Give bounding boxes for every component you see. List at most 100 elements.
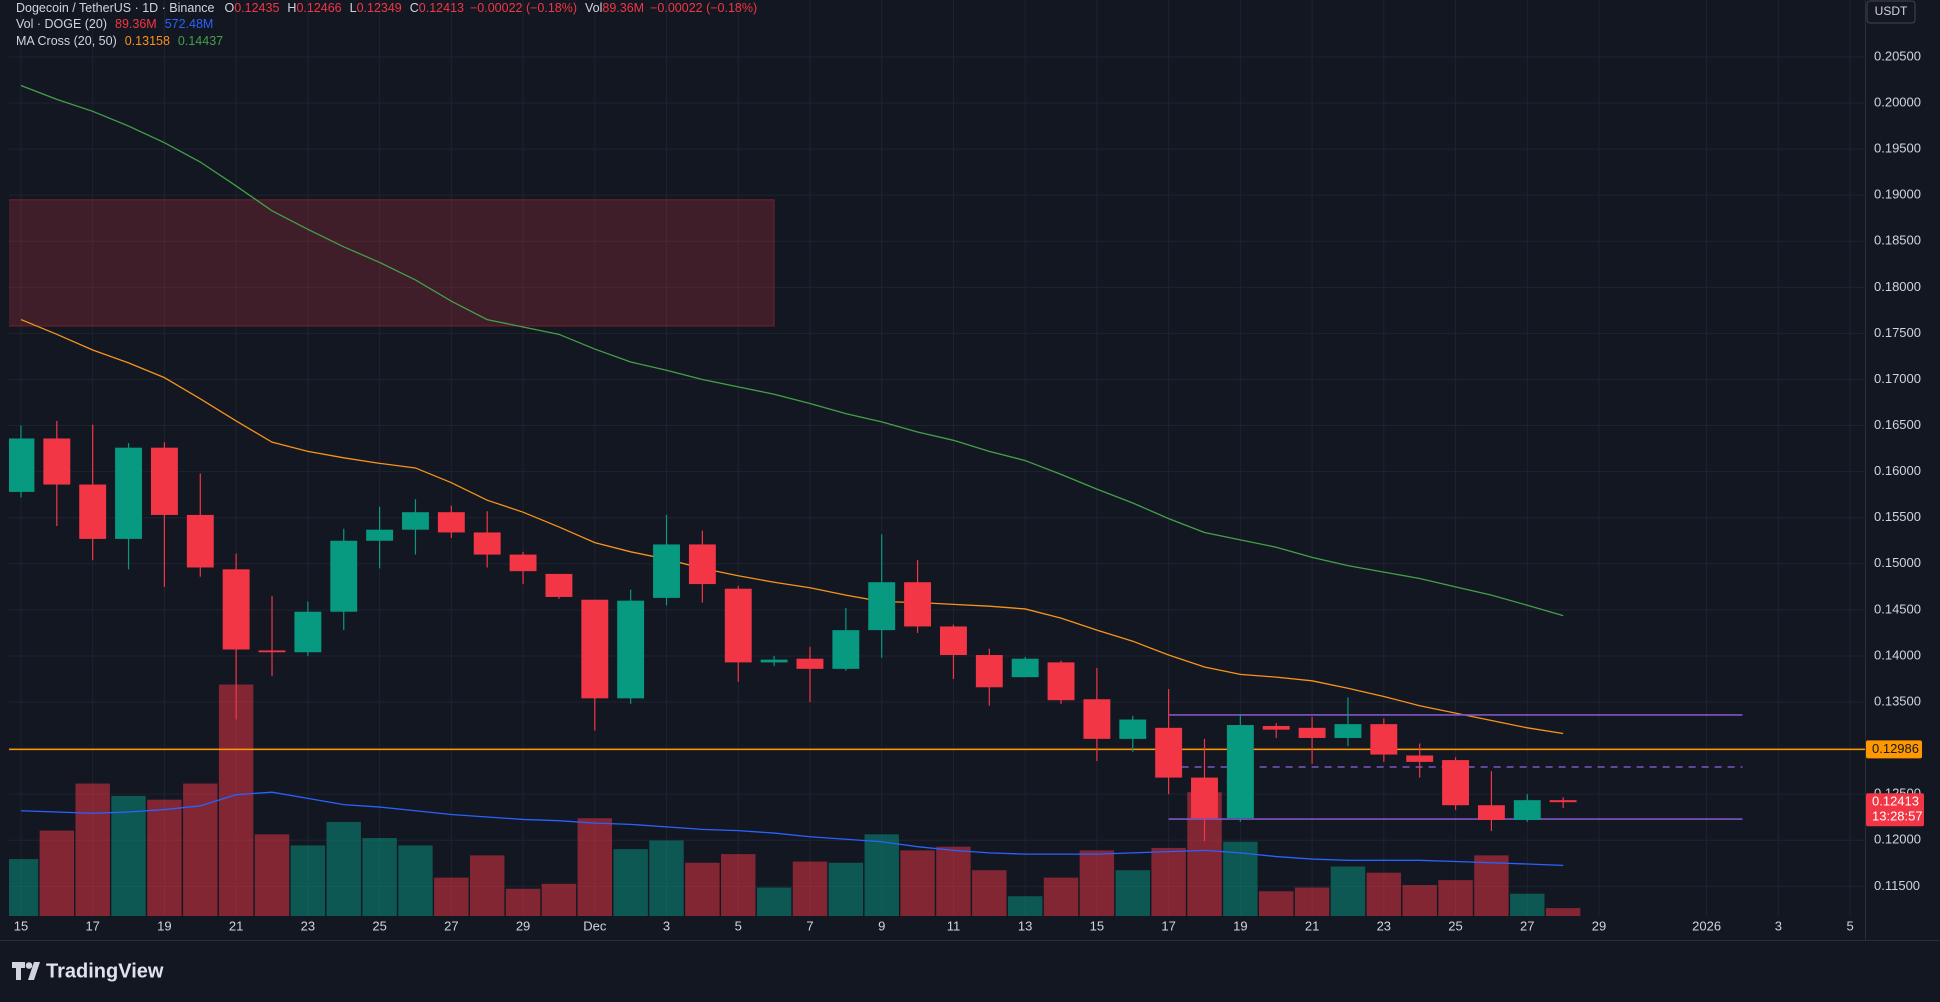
volume-bar (1115, 870, 1150, 916)
volume-bar (1151, 847, 1186, 916)
volume-bar (39, 830, 75, 916)
y-tick-label: 0.14500 (1874, 601, 1921, 616)
volume-bar (398, 845, 433, 916)
candle-body (1083, 699, 1111, 739)
candle-body (9, 438, 35, 492)
x-tick-label: 23 (301, 918, 315, 933)
candle-body (1011, 658, 1039, 678)
candle-body (545, 573, 573, 597)
axes: 0.115000.120000.125000.130000.135000.140… (14, 48, 1924, 933)
y-tick-label: 0.15000 (1874, 555, 1921, 570)
candle-body (760, 659, 788, 663)
ohlc-value: 0.12435 (234, 1, 279, 15)
currency-box: USDT (1866, 0, 1916, 24)
footer: TradingView (12, 960, 164, 982)
volume-bar (1545, 908, 1581, 916)
ohlc-key: H (287, 1, 296, 15)
volume-bar (469, 855, 505, 916)
x-tick-label: 21 (1305, 918, 1319, 933)
volume-bar (1079, 850, 1115, 916)
volume-bar (792, 861, 828, 916)
change: −0.00022 (−0.18%) (470, 1, 577, 15)
volume-bar (1366, 872, 1402, 916)
volume-bar (1510, 893, 1545, 916)
volume-bar (685, 862, 720, 916)
x-tick-label: 19 (157, 918, 171, 933)
volume-ma-line (20, 791, 1564, 867)
ma-cross-name: MA Cross (20, 50) (16, 34, 117, 48)
candle-body (975, 655, 1003, 688)
volume-bar (1330, 866, 1366, 916)
legend: Dogecoin / TetherUS · 1D · Binance O0.124… (16, 1, 757, 48)
candle-body (258, 650, 286, 653)
candle-body (473, 532, 501, 555)
candle-body (330, 540, 358, 612)
candle-body (904, 582, 932, 627)
ohlc-key: C (410, 1, 419, 15)
ohlc-value: 0.12413 (419, 1, 464, 15)
candle-body (1406, 755, 1434, 762)
x-tick-label: 5 (1846, 918, 1853, 933)
currency-frame (1866, 0, 1916, 24)
brand: TradingView (46, 960, 164, 982)
volume-bar (218, 684, 254, 916)
vol-ma-value: 572.48M (165, 17, 214, 31)
volume-bar (936, 846, 971, 916)
x-tick-label: Dec (583, 918, 607, 933)
candle-body (581, 599, 609, 699)
volume-bar (434, 877, 469, 916)
last-price-tag (1866, 793, 1924, 827)
volume-bar (505, 888, 541, 916)
x-tick-label: 27 (1520, 918, 1534, 933)
volume-bar (541, 883, 577, 916)
candle-body (832, 630, 860, 669)
vol-value: 89.36M (115, 17, 157, 31)
x-tick-label: 19 (1233, 918, 1247, 933)
x-tick-label: 15 (1090, 918, 1104, 933)
supply-zone (9, 199, 775, 327)
last-price-label: 0.12413 (1872, 794, 1919, 809)
candle-body (222, 569, 250, 650)
candle-body (868, 582, 896, 631)
volume-bar (254, 834, 290, 916)
candle-body (1191, 777, 1218, 819)
y-tick-label: 0.12000 (1874, 832, 1921, 847)
legend-line-2: Vol · DOGE (20) 89.36M 572.48M (16, 17, 213, 31)
ma-line (20, 84, 1564, 617)
candle-body (1262, 725, 1290, 730)
volume-bar (290, 845, 326, 916)
ohlc-value: 0.12466 (296, 1, 341, 15)
x-tick-label: 25 (1448, 918, 1462, 933)
volume-bar (900, 850, 935, 916)
volume-bar (1043, 877, 1079, 916)
candle-body (724, 588, 752, 663)
volume-bar (972, 870, 1007, 916)
ma50-value: 0.14437 (178, 34, 223, 48)
x-tick-label: 15 (14, 918, 28, 933)
y-tick-label: 0.19500 (1874, 141, 1921, 156)
candle-body (1298, 727, 1326, 738)
candle-body (509, 554, 537, 572)
candle-body (294, 611, 322, 653)
ma20-value: 0.13158 (125, 34, 170, 48)
y-tick-label: 0.20500 (1874, 48, 1921, 63)
candle-body (796, 658, 824, 669)
ma-line (20, 318, 1564, 735)
vol-key: Vol (585, 1, 602, 15)
volume-bar (111, 795, 146, 916)
y-tick-label: 0.14000 (1874, 647, 1921, 662)
price-tag (1866, 740, 1922, 759)
ohlc-value: 0.12349 (357, 1, 402, 15)
x-tick-label: 3 (1775, 918, 1782, 933)
countdown: 13:28:57 (1872, 809, 1923, 824)
volume-bar (9, 859, 39, 916)
candle-body (653, 544, 680, 598)
x-tick-label: 27 (444, 918, 458, 933)
x-tick-label: 5 (735, 918, 742, 933)
candle-body (150, 447, 178, 515)
candle-body (402, 512, 429, 530)
x-tick-label: 7 (806, 918, 813, 933)
